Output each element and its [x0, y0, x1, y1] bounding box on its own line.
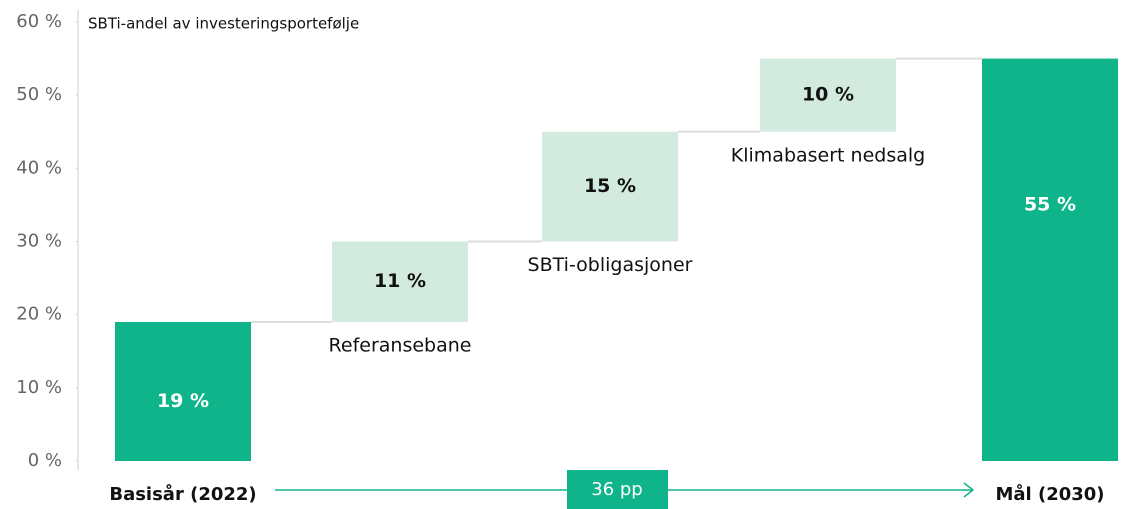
chart-title: SBTi-andel av investeringsportefølje — [88, 15, 359, 33]
y-tick-label: 50 % — [16, 84, 62, 105]
y-tick-label: 30 % — [16, 231, 62, 252]
y-tick-label: 40 % — [16, 157, 62, 178]
value-label: 15 % — [584, 175, 636, 197]
value-label: 11 % — [374, 270, 426, 292]
bar — [760, 58, 896, 132]
x-tick-label: Basisår (2022) — [109, 483, 256, 505]
bar — [115, 321, 251, 461]
bar — [982, 58, 1118, 461]
x-tick-label: Mål (2030) — [995, 483, 1104, 505]
annotation: 36 pp — [591, 479, 642, 500]
y-tick-label: 20 % — [16, 304, 62, 325]
y-tick-label: 60 % — [16, 11, 62, 32]
bar — [332, 241, 468, 322]
annotation-box — [567, 470, 668, 509]
y-tick-label: 0 % — [28, 450, 62, 471]
step-label: Referansebane — [329, 334, 472, 356]
step-label: SBTi-obligasjoner — [528, 254, 693, 276]
value-label: 10 % — [802, 84, 854, 106]
step-label: Klimabasert nedsalg — [731, 144, 925, 166]
arrow-head — [963, 482, 975, 498]
y-tick-label: 10 % — [16, 377, 62, 398]
value-label: 55 % — [1024, 193, 1076, 215]
bar — [542, 131, 678, 242]
value-label: 19 % — [157, 390, 209, 412]
